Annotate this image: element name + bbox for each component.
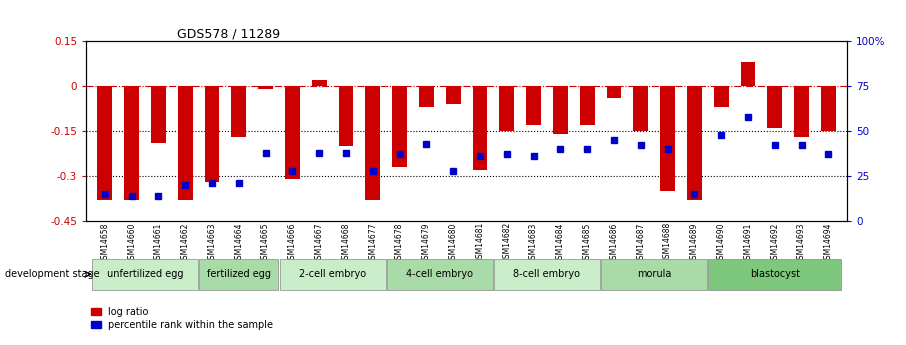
Bar — [795, 86, 809, 137]
Text: blastocyst: blastocyst — [750, 269, 800, 279]
Bar — [708, 259, 841, 290]
Bar — [392, 86, 407, 167]
Bar — [526, 86, 541, 125]
Bar — [687, 86, 702, 200]
Text: development stage: development stage — [5, 269, 99, 279]
Bar — [714, 86, 728, 107]
Bar — [231, 86, 246, 137]
Legend: log ratio, percentile rank within the sample: log ratio, percentile rank within the sa… — [91, 307, 274, 330]
Text: fertilized egg: fertilized egg — [207, 269, 271, 279]
Bar — [199, 259, 278, 290]
Bar — [178, 86, 193, 200]
Text: 4-cell embryo: 4-cell embryo — [406, 269, 473, 279]
Bar — [553, 86, 568, 134]
Bar — [205, 86, 219, 182]
Text: morula: morula — [637, 269, 671, 279]
Bar — [446, 86, 460, 104]
Bar — [740, 62, 756, 86]
Bar — [473, 86, 487, 170]
Bar — [98, 86, 112, 200]
Text: 2-cell embryo: 2-cell embryo — [299, 269, 366, 279]
Bar — [419, 86, 434, 107]
Bar — [280, 259, 386, 290]
Bar — [580, 86, 594, 125]
Bar — [124, 86, 139, 200]
Bar — [660, 86, 675, 191]
Bar — [258, 86, 273, 89]
Bar — [312, 80, 326, 86]
Bar — [365, 86, 381, 200]
Bar — [821, 86, 835, 131]
Text: 8-cell embryo: 8-cell embryo — [514, 269, 581, 279]
Bar — [285, 86, 300, 179]
Bar — [339, 86, 353, 146]
Text: GDS578 / 11289: GDS578 / 11289 — [178, 27, 281, 40]
Bar — [767, 86, 782, 128]
Text: unfertilized egg: unfertilized egg — [107, 269, 183, 279]
Bar — [151, 86, 166, 143]
Bar — [607, 86, 622, 98]
Bar — [387, 259, 493, 290]
Bar — [494, 259, 600, 290]
Bar — [499, 86, 515, 131]
Bar — [92, 259, 198, 290]
Bar — [633, 86, 648, 131]
Bar — [601, 259, 708, 290]
